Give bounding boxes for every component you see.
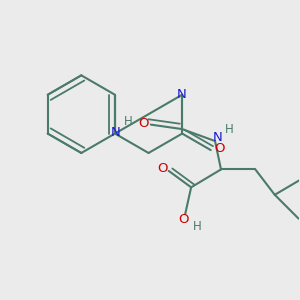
Text: O: O <box>138 117 148 130</box>
Text: N: N <box>177 88 187 101</box>
Text: N: N <box>212 131 222 144</box>
Text: H: H <box>124 115 133 128</box>
Text: N: N <box>111 127 120 140</box>
Text: H: H <box>225 123 234 136</box>
Text: H: H <box>193 220 202 232</box>
Text: O: O <box>178 213 189 226</box>
Text: O: O <box>214 142 224 155</box>
Text: O: O <box>157 162 167 175</box>
